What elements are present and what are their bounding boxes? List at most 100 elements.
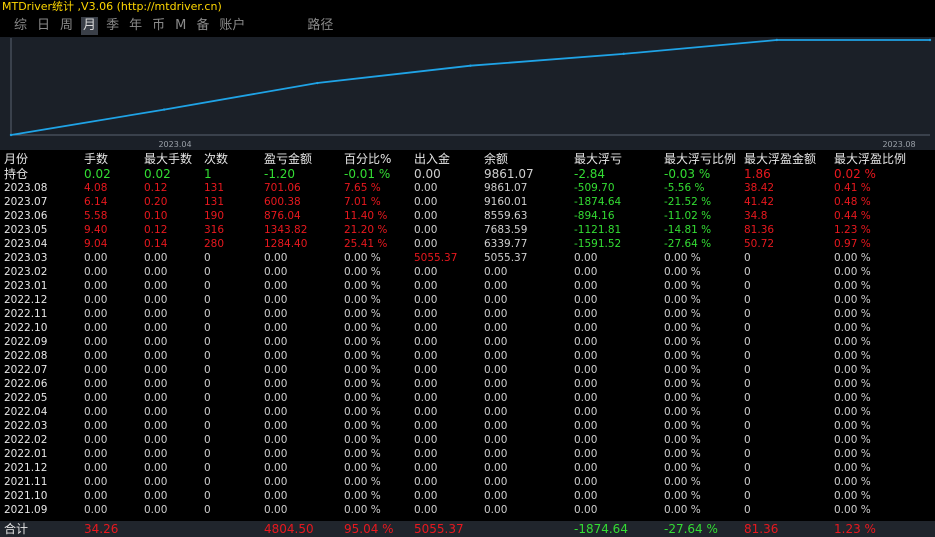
hold-cell-7: 9861.07 bbox=[484, 167, 534, 181]
row-cell-1: 4.08 bbox=[84, 182, 108, 194]
row-cell-3: 280 bbox=[204, 238, 225, 250]
row-cell-7: 0.00 bbox=[484, 434, 508, 446]
row-cell-7: 0.00 bbox=[484, 504, 508, 516]
row-cell-0: 2023.07 bbox=[4, 196, 48, 208]
row-cell-8: 0.00 bbox=[574, 350, 598, 362]
row-cell-2: 0.00 bbox=[144, 308, 168, 320]
row-cell-8: 0.00 bbox=[574, 378, 598, 390]
tab-6[interactable]: 币 bbox=[152, 18, 166, 33]
row-cell-2: 0.00 bbox=[144, 252, 168, 264]
row-cell-3: 0 bbox=[204, 364, 211, 376]
row-cell-5: 0.00 % bbox=[344, 462, 381, 474]
table-row: 2022.03 0.00 0.00 0 0.00 0.00 % 0.00 0.00 0.00 0.… bbox=[0, 419, 935, 433]
row-cell-5: 0.00 % bbox=[344, 476, 381, 488]
row-cell-8: -1121.81 bbox=[574, 224, 622, 236]
tab-9[interactable]: 账户 bbox=[219, 18, 246, 33]
row-cell-2: 0.00 bbox=[144, 266, 168, 278]
row-cell-11: 0.00 % bbox=[834, 434, 871, 446]
row-cell-2: 0.00 bbox=[144, 322, 168, 334]
row-cell-1: 0.00 bbox=[84, 504, 108, 516]
row-cell-6: 0.00 bbox=[414, 238, 438, 250]
row-cell-9: 0.00 % bbox=[664, 462, 701, 474]
row-cell-5: 11.40 % bbox=[344, 210, 388, 222]
row-cell-8: 0.00 bbox=[574, 476, 598, 488]
row-cell-7: 0.00 bbox=[484, 476, 508, 488]
row-cell-5: 0.00 % bbox=[344, 420, 381, 432]
row-cell-7: 0.00 bbox=[484, 420, 508, 432]
row-cell-11: 0.00 % bbox=[834, 280, 871, 292]
tab-1[interactable]: 日 bbox=[37, 18, 51, 33]
row-cell-0: 2023.08 bbox=[4, 182, 48, 194]
row-cell-1: 0.00 bbox=[84, 490, 108, 502]
table-row: 2022.11 0.00 0.00 0 0.00 0.00 % 0.00 0.00 0.00 0.… bbox=[0, 307, 935, 321]
row-cell-8: -894.16 bbox=[574, 210, 615, 222]
row-cell-10: 38.42 bbox=[744, 182, 775, 194]
row-cell-10: 0 bbox=[744, 378, 751, 390]
table-row: 2022.06 0.00 0.00 0 0.00 0.00 % 0.00 0.00 0.00 0.… bbox=[0, 377, 935, 391]
row-cell-5: 21.20 % bbox=[344, 224, 388, 236]
row-cell-9: 0.00 % bbox=[664, 392, 701, 404]
table-row: 2021.11 0.00 0.00 0 0.00 0.00 % 0.00 0.00 0.00 0.… bbox=[0, 475, 935, 489]
table-row: 2022.02 0.00 0.00 0 0.00 0.00 % 0.00 0.00 0.00 0.… bbox=[0, 433, 935, 447]
row-cell-11: 0.00 % bbox=[834, 420, 871, 432]
header-cell-5: 百分比% bbox=[344, 152, 392, 166]
tab-7[interactable]: M bbox=[175, 18, 187, 33]
row-cell-3: 190 bbox=[204, 210, 225, 222]
tab-4[interactable]: 季 bbox=[106, 18, 120, 33]
row-cell-3: 0 bbox=[204, 378, 211, 390]
table-row: 2022.05 0.00 0.00 0 0.00 0.00 % 0.00 0.00 0.00 0.… bbox=[0, 391, 935, 405]
row-cell-8: 0.00 bbox=[574, 462, 598, 474]
tab-10[interactable]: 路径 bbox=[307, 18, 334, 33]
row-cell-6: 0.00 bbox=[414, 224, 438, 236]
table-header: 月份 手数 最大手数 次数 盈亏金额 百分比% 出入金 余额 最大浮亏 最大浮亏比例 最大浮盈金额 最… bbox=[0, 152, 935, 167]
row-cell-1: 0.00 bbox=[84, 252, 108, 264]
row-cell-7: 0.00 bbox=[484, 266, 508, 278]
row-cell-5: 0.00 % bbox=[344, 266, 381, 278]
row-cell-7: 0.00 bbox=[484, 308, 508, 320]
row-cell-5: 0.00 % bbox=[344, 378, 381, 390]
row-cell-11: 0.48 % bbox=[834, 196, 871, 208]
row-cell-6: 5055.37 bbox=[414, 252, 458, 264]
tab-2[interactable]: 周 bbox=[60, 18, 74, 33]
x-tick-label-0: 2023.04 bbox=[158, 140, 191, 149]
row-cell-0: 2023.04 bbox=[4, 238, 48, 250]
table-row: 2023.01 0.00 0.00 0 0.00 0.00 % 0.00 0.00 0.00 0.… bbox=[0, 279, 935, 293]
tab-3[interactable]: 月 bbox=[81, 17, 99, 35]
row-cell-6: 0.00 bbox=[414, 280, 438, 292]
tab-8[interactable]: 备 bbox=[196, 18, 210, 33]
row-cell-0: 2023.01 bbox=[4, 280, 48, 292]
row-cell-0: 2021.11 bbox=[4, 476, 48, 488]
row-cell-10: 0 bbox=[744, 462, 751, 474]
row-cell-5: 0.00 % bbox=[344, 490, 381, 502]
row-cell-3: 0 bbox=[204, 504, 211, 516]
row-cell-7: 6339.77 bbox=[484, 238, 528, 250]
row-cell-10: 34.8 bbox=[744, 210, 768, 222]
row-cell-0: 2022.07 bbox=[4, 364, 48, 376]
header-cell-0: 月份 bbox=[4, 152, 29, 166]
table-row: 2023.08 4.08 0.12 131 701.06 7.65 % 0.00 9861.0… bbox=[0, 181, 935, 195]
row-cell-10: 0 bbox=[744, 336, 751, 348]
row-cell-8: 0.00 bbox=[574, 504, 598, 516]
hold-cell-0: 持仓 bbox=[4, 167, 29, 181]
row-cell-0: 2023.03 bbox=[4, 252, 48, 264]
row-cell-11: 0.00 % bbox=[834, 490, 871, 502]
row-cell-0: 2022.09 bbox=[4, 336, 48, 348]
row-cell-7: 0.00 bbox=[484, 448, 508, 460]
tab-5[interactable]: 年 bbox=[129, 18, 143, 33]
row-cell-10: 0 bbox=[744, 294, 751, 306]
row-cell-3: 0 bbox=[204, 252, 211, 264]
row-cell-2: 0.00 bbox=[144, 280, 168, 292]
row-cell-10: 0 bbox=[744, 448, 751, 460]
row-cell-6: 0.00 bbox=[414, 196, 438, 208]
tab-0[interactable]: 综 bbox=[14, 18, 28, 33]
row-cell-1: 0.00 bbox=[84, 336, 108, 348]
row-cell-10: 50.72 bbox=[744, 238, 775, 250]
row-cell-7: 0.00 bbox=[484, 490, 508, 502]
x-tick-label-1: 2023.08 bbox=[882, 140, 915, 149]
row-cell-8: 0.00 bbox=[574, 448, 598, 460]
row-cell-2: 0.00 bbox=[144, 406, 168, 418]
row-cell-8: 0.00 bbox=[574, 364, 598, 376]
row-cell-5: 0.00 % bbox=[344, 294, 381, 306]
row-cell-8: 0.00 bbox=[574, 434, 598, 446]
row-cell-6: 0.00 bbox=[414, 420, 438, 432]
